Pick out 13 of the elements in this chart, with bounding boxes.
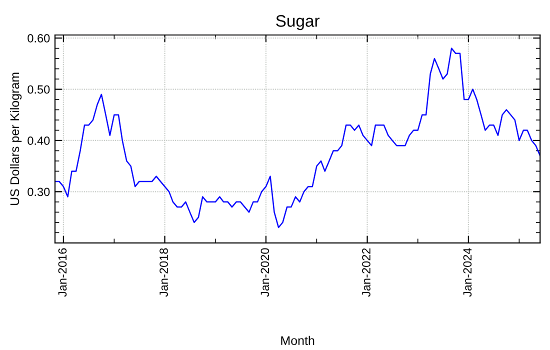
x-tick-label: Jan-2020 [260,248,270,297]
y-tick-label: 0.40 [28,136,50,145]
x-tick-label: Jan-2018 [160,248,168,297]
x-tick-label: Jan-2022 [362,248,370,297]
x-tick-label: Jan-2024 [463,248,472,297]
y-tick-label: 0.30 [28,188,50,196]
y-axis-title: US Dollars per Kilogram [10,72,22,206]
line-series [55,48,540,228]
y-tick-label: 0.50 [28,85,50,94]
y-tick-label: 0.60 [28,34,50,42]
x-tick-label: Jan-2016 [58,248,67,297]
x-axis-title: Month [281,336,314,346]
chart-title: Sugar [276,15,320,30]
